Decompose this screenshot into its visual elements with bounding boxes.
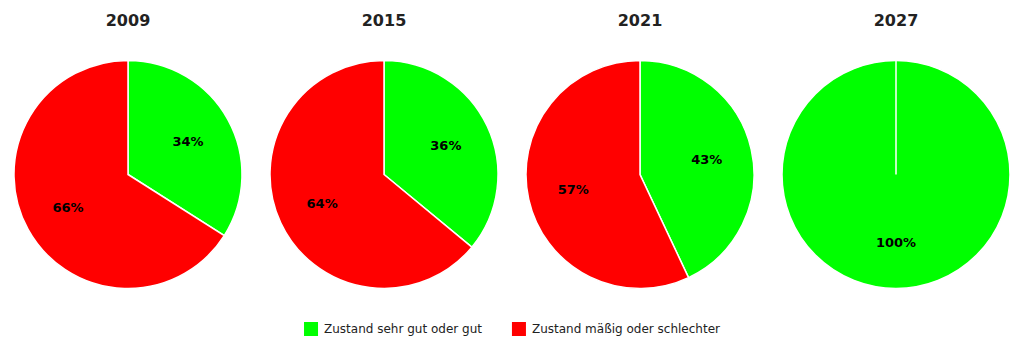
legend-item: Zustand mäßig oder schlechter: [512, 322, 720, 336]
data-labels: 43% 57%: [558, 152, 723, 197]
data-label: 36%: [430, 138, 461, 153]
pie-title: 2021: [618, 11, 663, 30]
data-label: 64%: [307, 196, 338, 211]
pie-slice: [270, 61, 472, 289]
legend-label: Zustand sehr gut oder gut: [324, 322, 482, 336]
data-label: 66%: [52, 200, 83, 215]
pie-slices: [14, 61, 242, 289]
data-label: 34%: [172, 134, 203, 149]
data-label: 43%: [691, 152, 722, 167]
pie-title: 2027: [874, 11, 919, 30]
pie-slices: [782, 61, 1010, 289]
legend-swatch: [304, 322, 318, 336]
pie-panel: 2009 34% 66%: [14, 11, 242, 289]
pie-slice: [782, 61, 1010, 289]
data-labels: 36% 64%: [307, 138, 462, 211]
pie-panel: 2027 100%: [782, 11, 1010, 289]
pie-panel: 2015 36% 64%: [270, 11, 498, 289]
pie-panel: 2021 43% 57%: [526, 11, 754, 289]
pie-slices: [526, 61, 754, 289]
legend-item: Zustand sehr gut oder gut: [304, 322, 482, 336]
pie-slice: [14, 61, 224, 289]
pie-slices: [270, 61, 498, 289]
data-labels: 34% 66%: [52, 134, 203, 215]
legend-label: Zustand mäßig oder schlechter: [532, 322, 720, 336]
data-label: 57%: [558, 182, 589, 197]
legend: Zustand sehr gut oder gut Zustand mäßig o…: [304, 322, 720, 336]
data-labels: 100%: [876, 235, 916, 250]
pie-slice: [526, 61, 689, 289]
chart-canvas: 2009 34% 66% 2015 36% 64% 2021 43% 57% 2027 100% Zu…: [0, 0, 1024, 349]
pie-title: 2015: [362, 11, 407, 30]
pie-title: 2009: [106, 11, 151, 30]
pie-slice: [895, 61, 897, 175]
legend-swatch: [512, 322, 526, 336]
data-label: 100%: [876, 235, 916, 250]
